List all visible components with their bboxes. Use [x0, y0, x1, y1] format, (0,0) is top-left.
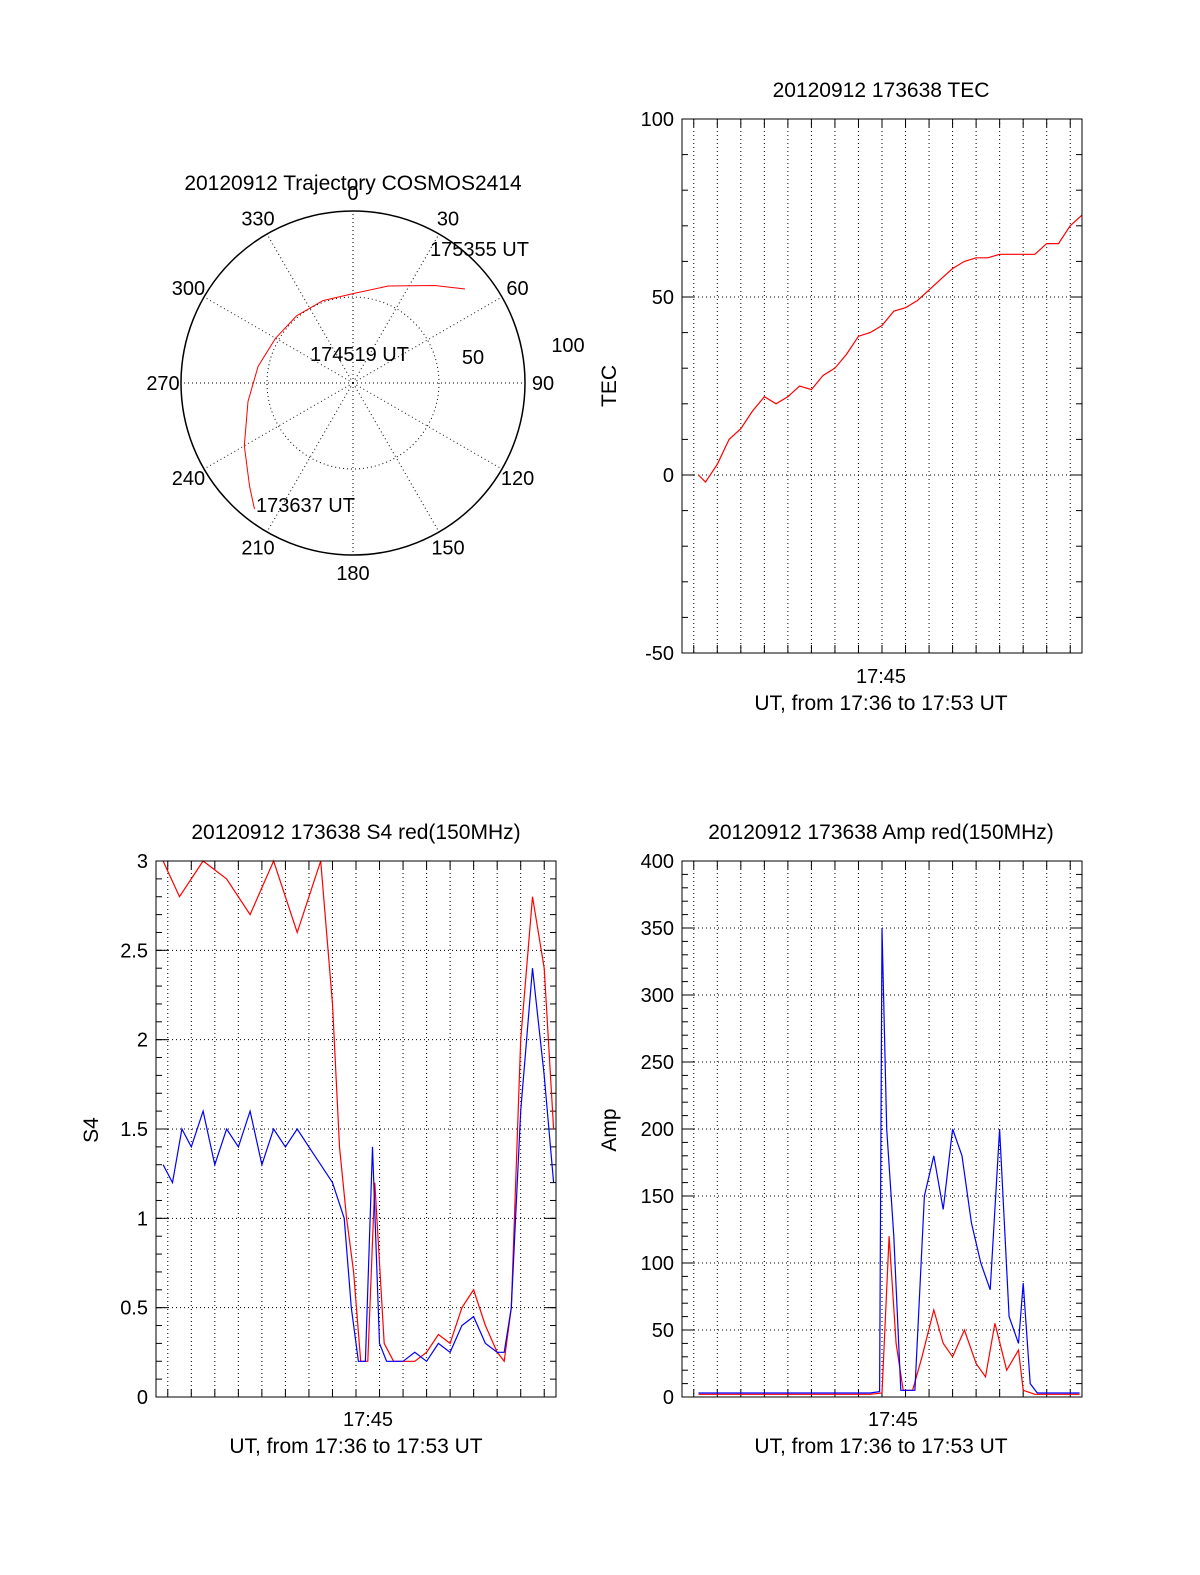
s4-title: 20120912 173638 S4 red(150MHz) [191, 821, 520, 844]
s4-y-axis-label: S4 [80, 1117, 103, 1143]
zenith-ring-50 [266, 296, 440, 470]
azimuth-label: 330 [241, 208, 274, 230]
s4-x-tick-label: 17:45 [343, 1409, 393, 1431]
y-tick-label: 3 [137, 851, 148, 873]
amp-series-red [698, 1236, 1080, 1395]
tec-y-axis-label: TEC [598, 365, 621, 407]
s4-tick-marks [156, 860, 556, 1398]
azimuth-label: 150 [431, 538, 464, 560]
azimuth-spoke [352, 233, 440, 384]
azimuth-spokes [181, 211, 525, 555]
azimuth-label: 120 [501, 468, 534, 490]
ring-label-50: 50 [462, 347, 484, 369]
y-tick-label: -50 [645, 643, 674, 665]
azimuth-spoke [266, 382, 354, 533]
azimuth-label: 90 [532, 373, 554, 395]
trajectory-polar-plot: 20120912 Trajectory COSMOS2414 0 30 60 90 12… [146, 172, 584, 585]
amp-title: 20120912 173638 Amp red(150MHz) [708, 821, 1054, 844]
s4-x-axis-label: UT, from 17:36 to 17:53 UT [229, 1435, 482, 1458]
y-tick-label: 0.5 [120, 1298, 148, 1320]
y-tick-label: 300 [641, 985, 674, 1007]
azimuth-label: 300 [172, 278, 205, 300]
y-tick-label: 150 [641, 1186, 674, 1208]
amp-plot-frame [681, 860, 1083, 1398]
tec-x-axis-label: UT, from 17:36 to 17:53 UT [754, 692, 1007, 715]
s4-series-blue [162, 968, 555, 1363]
horizon-circle [180, 210, 526, 556]
track-start-label: 173637 UT [256, 495, 355, 517]
azimuth-spoke [266, 233, 354, 384]
azimuth-spoke [352, 296, 503, 384]
y-tick-label: 2 [137, 1030, 148, 1052]
azimuth-spoke [203, 296, 354, 384]
tec-series-red [698, 214, 1083, 484]
s4-y-tick-labels: 3 2.5 2 1.5 1 0.5 0 [120, 851, 148, 1409]
track-mid-label: 174519 UT [310, 344, 409, 366]
y-tick-label: 200 [641, 1119, 674, 1141]
tec-x-tick-label: 17:45 [856, 666, 906, 688]
azimuth-spoke [352, 382, 440, 533]
azimuth-label: 60 [506, 278, 528, 300]
amp-series-blue [698, 927, 1080, 1394]
tec-title: 20120912 173638 TEC [773, 79, 990, 102]
azimuth-label: 210 [241, 538, 274, 560]
track-end-label: 175355 UT [430, 239, 529, 261]
y-tick-label: 100 [641, 109, 674, 131]
amp-x-tick-label: 17:45 [868, 1409, 918, 1431]
y-tick-label: 350 [641, 918, 674, 940]
amp-y-tick-labels: 400 350 300 250 200 150 100 50 0 [641, 851, 674, 1409]
azimuth-spoke [352, 382, 503, 470]
satellite-track [243, 284, 466, 510]
s4-plot-frame [155, 860, 557, 1398]
y-tick-label: 0 [663, 1387, 674, 1409]
y-tick-label: 100 [641, 1253, 674, 1275]
amp-x-axis-label: UT, from 17:36 to 17:53 UT [754, 1435, 1007, 1458]
y-tick-label: 50 [652, 287, 674, 309]
s4-panel: 20120912 173638 S4 red(150MHz) 3 2.5 2 1.5 1… [80, 821, 557, 1458]
azimuth-spoke [203, 382, 354, 470]
tec-panel: 20120912 173638 TEC 100 50 0 -50 17:45 UT, … [598, 79, 1083, 715]
tec-y-tick-labels: 100 50 0 -50 [641, 109, 674, 665]
y-tick-label: 50 [652, 1320, 674, 1342]
y-tick-label: 250 [641, 1052, 674, 1074]
tec-grid [682, 118, 1082, 654]
y-tick-label: 0 [137, 1387, 148, 1409]
y-tick-label: 0 [663, 465, 674, 487]
s4-series-red [162, 859, 555, 1363]
azimuth-label: 240 [172, 468, 205, 490]
tec-plot-frame [681, 118, 1083, 654]
amp-panel: 20120912 173638 Amp red(150MHz) 400 350 30… [598, 821, 1083, 1458]
y-tick-label: 1 [137, 1208, 148, 1230]
polar-title: 20120912 Trajectory COSMOS2414 [184, 172, 522, 195]
amp-y-axis-label: Amp [598, 1108, 621, 1151]
y-tick-label: 1.5 [120, 1119, 148, 1141]
azimuth-label: 270 [146, 373, 179, 395]
y-tick-label: 2.5 [120, 940, 148, 962]
azimuth-labels: 0 30 60 90 120 150 180 210 240 270 300 330 [146, 183, 554, 585]
azimuth-label: 180 [336, 563, 369, 585]
s4-grid [156, 860, 556, 1398]
azimuth-label: 0 [347, 183, 358, 205]
amp-tick-marks [682, 860, 1082, 1398]
azimuth-label: 30 [437, 208, 459, 230]
ring-label-100: 100 [551, 335, 584, 357]
y-tick-label: 400 [641, 851, 674, 873]
